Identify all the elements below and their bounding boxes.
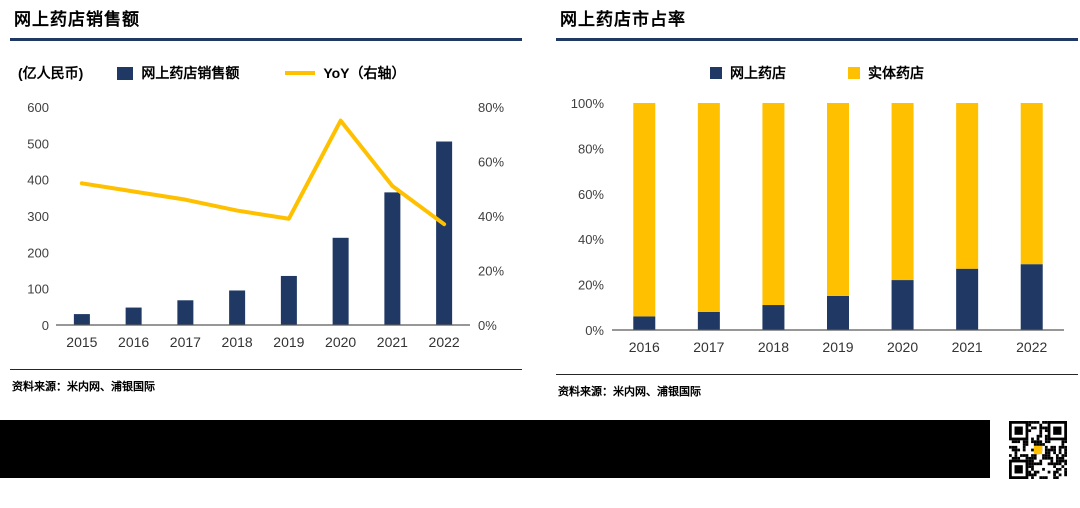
panel-bottom-divider: [10, 369, 522, 370]
svg-text:2018: 2018: [222, 334, 253, 350]
svg-text:2018: 2018: [758, 339, 789, 355]
svg-text:300: 300: [27, 209, 49, 224]
legend-label-sales: 网上药店销售额: [141, 65, 240, 81]
legend-item-online: 网上药店: [710, 63, 786, 83]
svg-text:0%: 0%: [478, 318, 497, 333]
svg-text:60%: 60%: [578, 187, 604, 202]
legend-item-yoy: YoY（右轴）: [285, 63, 406, 83]
svg-text:20%: 20%: [578, 278, 604, 293]
svg-text:40%: 40%: [578, 232, 604, 247]
share-stacked-bar-chart: 0% 20% 40% 60% 80% 100% 2016 2017 2018 2019 2020 20…: [571, 96, 1064, 355]
sales-legend: (亿人民币) 网上药店销售额 YoY（右轴）: [10, 63, 522, 83]
svg-text:0: 0: [42, 318, 49, 333]
legend-item-physical: 实体药店: [848, 63, 924, 83]
svg-text:2022: 2022: [1016, 339, 1047, 355]
legend-label-online: 网上药店: [730, 65, 786, 81]
svg-text:80%: 80%: [578, 141, 604, 156]
y-axis-unit-label: (亿人民币): [18, 65, 84, 81]
qr-code-pattern: [1009, 421, 1067, 479]
svg-text:600: 600: [27, 100, 49, 115]
chart-title-sales: 网上药店销售额: [14, 10, 140, 29]
panel-online-pharmacy-sales: 网上药店销售额 (亿人民币) 网上药店销售额 YoY（右轴） 0 100 200 30…: [10, 8, 522, 394]
svg-text:2019: 2019: [273, 334, 304, 350]
source-note-left: 资料来源：米内网、浦银国际: [12, 381, 155, 393]
title-underline: [556, 38, 1078, 41]
svg-text:100%: 100%: [571, 96, 605, 111]
svg-text:200: 200: [27, 245, 49, 260]
panel-market-share: 网上药店市占率 网上药店 实体药店 0% 20% 40% 60% 80% 100% 2016…: [556, 8, 1078, 399]
svg-text:2020: 2020: [325, 334, 356, 350]
navy-square-swatch-icon: [710, 67, 722, 79]
svg-text:100: 100: [27, 282, 49, 297]
svg-text:80%: 80%: [478, 100, 504, 115]
bottom-black-bar: [0, 420, 990, 478]
svg-text:2016: 2016: [118, 334, 149, 350]
sales-bar-line-chart: 0 100 200 300 400 500 600 0% 20% 40% 60% 80% 2015 201…: [27, 100, 504, 350]
svg-text:2015: 2015: [66, 334, 97, 350]
svg-text:2020: 2020: [887, 339, 918, 355]
legend-item-sales: 网上药店销售额: [117, 63, 239, 83]
svg-text:400: 400: [27, 173, 49, 188]
yellow-square-swatch-icon: [848, 67, 860, 79]
svg-text:20%: 20%: [478, 264, 504, 279]
svg-text:2021: 2021: [952, 339, 983, 355]
legend-label-yoy: YoY（右轴）: [323, 65, 406, 81]
panel-bottom-divider: [556, 374, 1078, 375]
legend-label-physical: 实体药店: [868, 65, 924, 81]
svg-text:2022: 2022: [429, 334, 460, 350]
yellow-line-swatch-icon: [285, 71, 316, 75]
svg-text:0%: 0%: [585, 323, 604, 338]
navy-bar-swatch-icon: [117, 66, 134, 80]
svg-text:60%: 60%: [478, 155, 504, 170]
svg-text:500: 500: [27, 136, 49, 151]
svg-text:2021: 2021: [377, 334, 408, 350]
svg-text:2019: 2019: [822, 339, 853, 355]
svg-text:2017: 2017: [170, 334, 201, 350]
svg-text:40%: 40%: [478, 209, 504, 224]
svg-text:2017: 2017: [693, 339, 724, 355]
chart-title-share: 网上药店市占率: [560, 10, 686, 29]
svg-text:2016: 2016: [629, 339, 660, 355]
share-legend: 网上药店 实体药店: [556, 63, 1078, 83]
qr-code: [998, 421, 1078, 479]
source-note-right: 资料来源：米内网、浦银国际: [558, 386, 701, 398]
title-underline: [10, 38, 522, 41]
